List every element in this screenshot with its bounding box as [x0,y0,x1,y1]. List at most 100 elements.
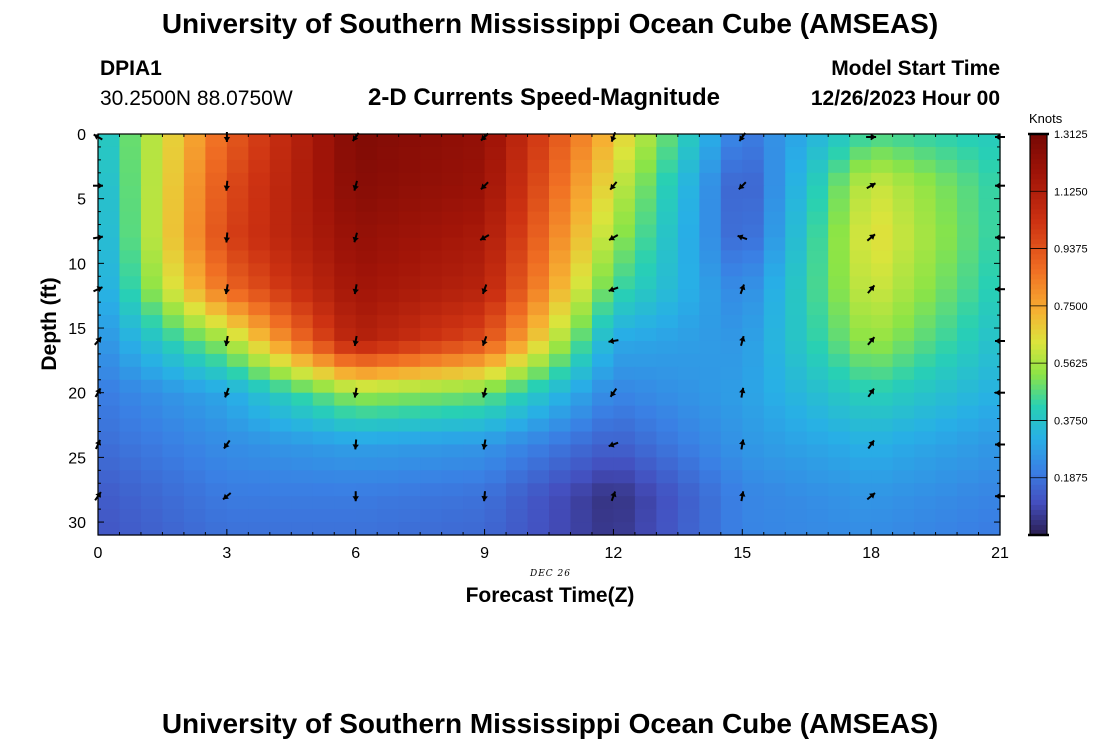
heatmap-cell [355,159,378,174]
heatmap-cell [806,457,829,471]
heatmap-cell [269,289,292,303]
heatmap-cell [98,418,121,433]
heatmap-cell [463,276,486,290]
heatmap-cell [978,185,1001,200]
heatmap-cell [785,340,808,355]
heatmap-cell [441,418,464,433]
heatmap-cell [699,134,722,148]
heatmap-cell [377,172,400,187]
heatmap-cell [720,522,743,536]
heatmap-cell [591,444,615,458]
heatmap-cell [935,353,958,368]
heatmap-cell [162,392,185,407]
heatmap-cell [162,340,185,355]
heatmap-cell [183,522,206,536]
heatmap-cell [591,276,615,290]
axis-ticks [97,133,1001,536]
heatmap-cell [957,289,980,303]
heatmap-cell [205,302,228,316]
heatmap-cell [377,496,400,510]
heatmap-cell [312,237,335,252]
heatmap-cell [785,328,808,342]
heatmap-cell [98,457,121,471]
heatmap-cell [763,457,786,471]
heatmap-cell [742,263,765,277]
heatmap-cell [914,146,937,161]
heatmap-cell [806,276,829,290]
heatmap-cell [162,185,185,200]
heatmap-cell [570,405,593,420]
heatmap-cell [183,224,206,239]
heatmap-cell [935,496,958,510]
colorbar-segment [1030,439,1047,446]
heatmap-cell [506,211,529,226]
heatmap-cell [119,263,142,277]
heatmap-cell [914,522,937,536]
heatmap-cell [484,276,507,290]
colorbar: 0.1875 0.3750 0.5625 0.7500 0.9375 1.1250 1.31… [1028,129,1088,537]
y-tick-label: 0 [77,127,86,144]
heatmap-cell [506,198,529,213]
heatmap-cell [892,146,915,161]
heatmap-cell [742,198,765,213]
heatmap-cell [806,315,829,329]
heatmap-cell [441,522,464,536]
heatmap-cell [98,276,121,290]
heatmap-cell [656,392,679,407]
heatmap-cell [677,392,700,407]
heatmap-cell [183,328,206,342]
heatmap-cell [656,353,679,368]
colorbar-segment [1030,484,1047,491]
heatmap-cell [398,172,421,187]
heatmap-cell [763,470,786,484]
heatmap-cell [935,198,958,213]
heatmap-cell [355,198,378,213]
heatmap-cell [957,392,980,407]
heatmap-cell [634,392,657,407]
heatmap-cell [742,340,765,355]
heatmap-cell [957,276,980,290]
heatmap-cell [677,418,700,433]
heatmap-cell [527,302,550,316]
heatmap-cell [656,431,679,446]
heatmap-cell [162,172,185,187]
heatmap-cell [849,392,872,407]
date-label: DEC 26 [530,569,571,579]
heatmap-cell [162,470,185,484]
heatmap-cell [355,509,378,523]
heatmap-cell [656,289,679,303]
heatmap-cell [398,237,421,252]
heatmap-cell [785,444,808,458]
heatmap-cell [377,237,400,252]
heatmap-cell [527,211,550,226]
colorbar-segment [1030,164,1047,170]
heatmap-cell [248,289,271,303]
heatmap-cell [420,250,443,264]
heatmap-cell [484,457,507,471]
heatmap-cell [591,340,615,355]
heatmap-cell [140,418,164,433]
heatmap-cell [140,379,164,394]
model-start-label: Model Start Time [831,57,1000,80]
heatmap-cell [570,159,593,174]
heatmap-cell [205,444,228,458]
heatmap-cell [549,289,572,303]
heatmap-cell [634,159,657,174]
colorbar-segment [1030,394,1047,401]
heatmap-cell [506,366,529,381]
heatmap-cell [549,185,572,200]
heatmap-cell [935,379,958,394]
heatmap-cell [892,159,915,174]
heatmap-cell [806,496,829,510]
heatmap-cell [677,185,700,200]
heatmap-cell [140,289,164,303]
heatmap-cell [892,392,915,407]
heatmap-cell [742,159,765,174]
heatmap-cell [183,315,206,329]
heatmap-cell [549,250,572,264]
heatmap-cell [334,470,357,484]
heatmap-cell [162,198,185,213]
heatmap-cell [763,509,786,523]
heatmap-cell [634,522,657,536]
heatmap-cell [849,146,872,161]
